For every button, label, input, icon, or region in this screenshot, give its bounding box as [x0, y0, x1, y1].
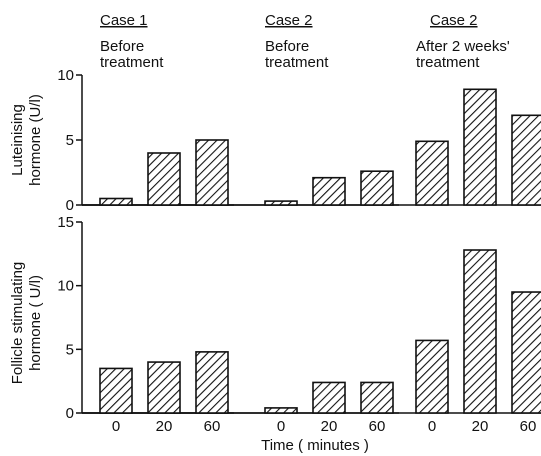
- panel-1-subtitle-line2: treatment: [100, 54, 164, 71]
- x-tick-label-g1-20: 20: [156, 418, 173, 435]
- lh-ylabel-line1: Luteinising: [9, 104, 26, 176]
- panel-3-subtitle-line1: After 2 weeks': [416, 38, 510, 55]
- panel-2-subtitle-line1: Before: [265, 38, 309, 55]
- x-tick-label-g2-20: 20: [321, 418, 338, 435]
- x-tick-label-g3-20: 20: [472, 418, 489, 435]
- x-tick-label-g1-0: 0: [112, 418, 120, 435]
- fsh-ytick-label-2: 10: [57, 278, 74, 295]
- x-tick-label-g3-60: 60: [520, 418, 537, 435]
- fsh-bar-g3-20: [463, 249, 497, 414]
- x-axis-title: Time ( minutes ): [261, 437, 369, 454]
- fsh-ytick-label-1: 5: [66, 341, 74, 358]
- x-tick-label-g3-0: 0: [428, 418, 436, 435]
- lh-bar-g1-20: [147, 152, 181, 206]
- x-tick-label-g1-60: 60: [204, 418, 221, 435]
- fsh-ylabel-line2: hormone ( U/l): [27, 275, 44, 371]
- fsh-bar-g2-60: [360, 381, 394, 414]
- panel-1-title: Case 1: [100, 12, 148, 29]
- x-tick-label-g2-0: 0: [277, 418, 285, 435]
- lh-ytick-label-2: 10: [57, 67, 74, 84]
- lh-bar-g1-0: [99, 197, 133, 206]
- lh-bar-g1-60: [195, 139, 229, 206]
- lh-bar-g2-20: [312, 176, 346, 206]
- fsh-bar-g3-60: [511, 291, 541, 414]
- lh-bar-g2-60: [360, 170, 394, 206]
- fsh-bar-g1-0: [99, 367, 133, 414]
- panel-3-subtitle-line2: treatment: [416, 54, 480, 71]
- lh-bar-g2-0: [264, 200, 298, 206]
- lh-ytick-label-0: 0: [66, 197, 74, 214]
- lh-bar-g3-0: [415, 140, 449, 206]
- fsh-bar-g2-20: [312, 381, 346, 414]
- lh-ylabel-line2: hormone (U/l): [27, 94, 44, 186]
- panel-1-subtitle-line1: Before: [100, 38, 144, 55]
- fsh-ytick-label-3: 15: [57, 214, 74, 231]
- fsh-ytick-label-0: 0: [66, 405, 74, 422]
- panel-2-title: Case 2: [265, 12, 313, 29]
- fsh-bar-g1-20: [147, 361, 181, 414]
- lh-ytick-label-1: 5: [66, 132, 74, 149]
- fsh-ylabel-line1: Follicle stimulating: [9, 262, 26, 385]
- fsh-bar-g1-60: [195, 351, 229, 414]
- fsh-bar-g2-0: [264, 407, 298, 414]
- panel-3-title: Case 2: [430, 12, 478, 29]
- fsh-bar-g3-0: [415, 339, 449, 414]
- lh-bar-g3-60: [511, 114, 541, 206]
- panel-2-subtitle-line2: treatment: [265, 54, 329, 71]
- x-tick-label-g2-60: 60: [369, 418, 386, 435]
- lh-bar-g3-20: [463, 88, 497, 206]
